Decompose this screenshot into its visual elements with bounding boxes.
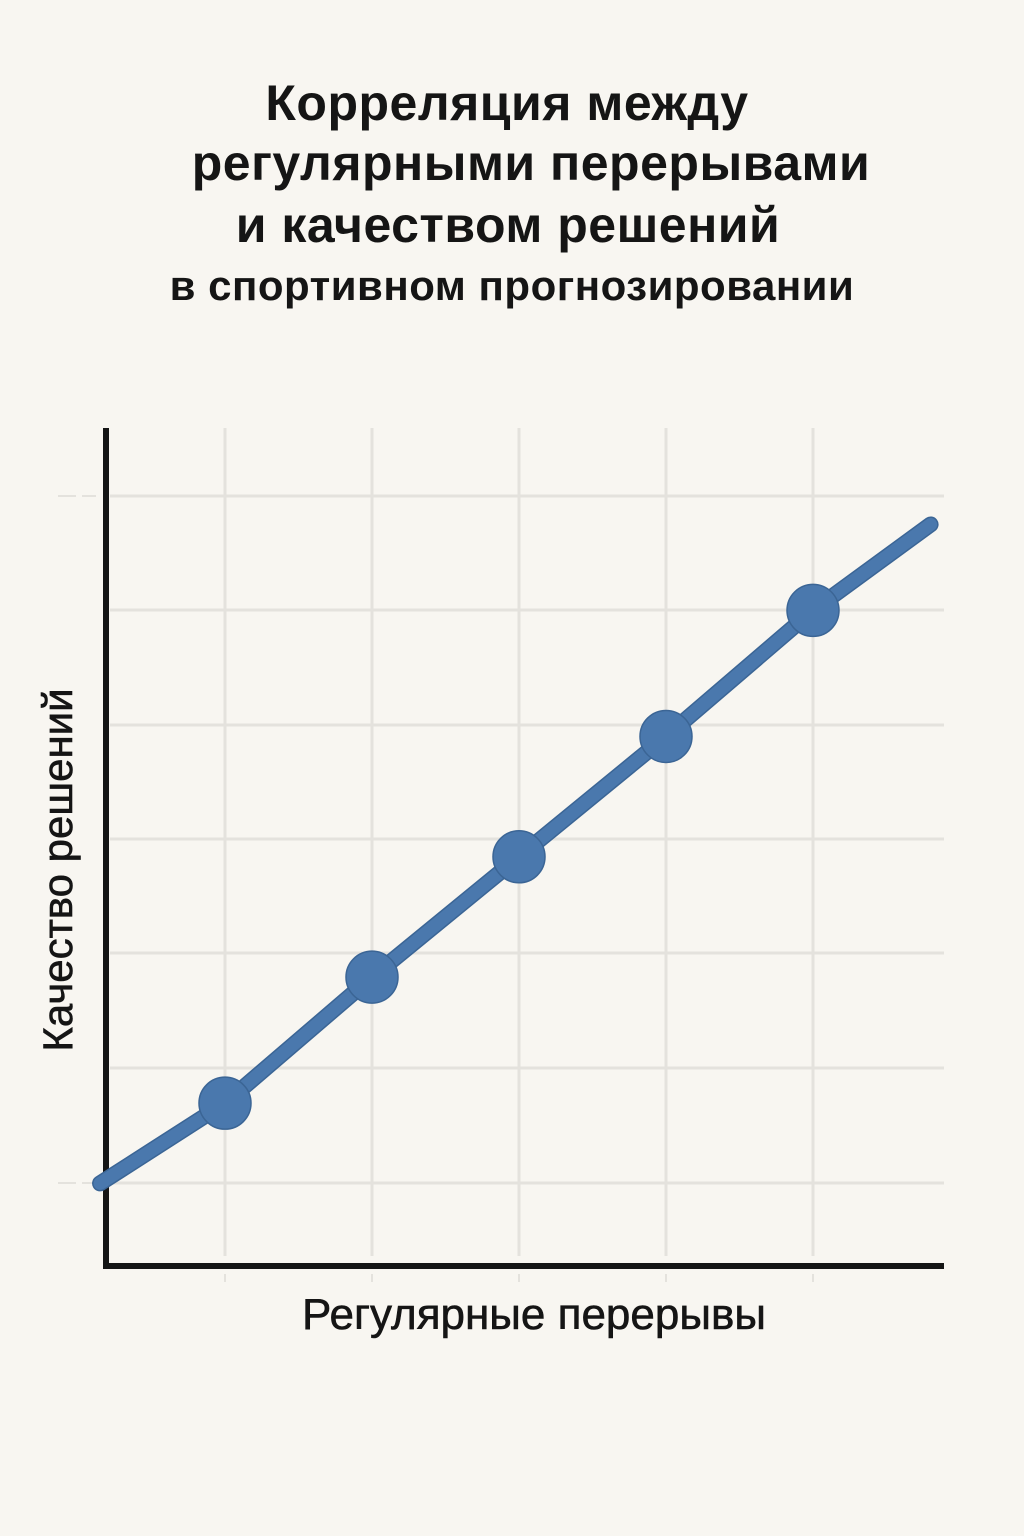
title-line-1: Корреляция между [265, 75, 749, 131]
title-line-3: и качеством решений [235, 197, 781, 253]
data-series [92, 516, 939, 1192]
title-line-4: в спортивном прогнозировании [169, 262, 855, 309]
data-point-marker [639, 709, 693, 764]
data-point-marker [345, 950, 399, 1004]
y-axis-label: Качество решений [34, 688, 82, 1052]
data-point-marker [492, 830, 546, 884]
chart-title: Корреляция между регулярными перерывами … [0, 74, 1024, 316]
chart-axes [103, 428, 944, 1269]
data-point-marker [786, 583, 840, 638]
data-point-marker [198, 1076, 252, 1130]
x-axis-label: Регулярные перерывы [302, 1290, 766, 1340]
title-line-2: регулярными перерывами [191, 135, 871, 191]
